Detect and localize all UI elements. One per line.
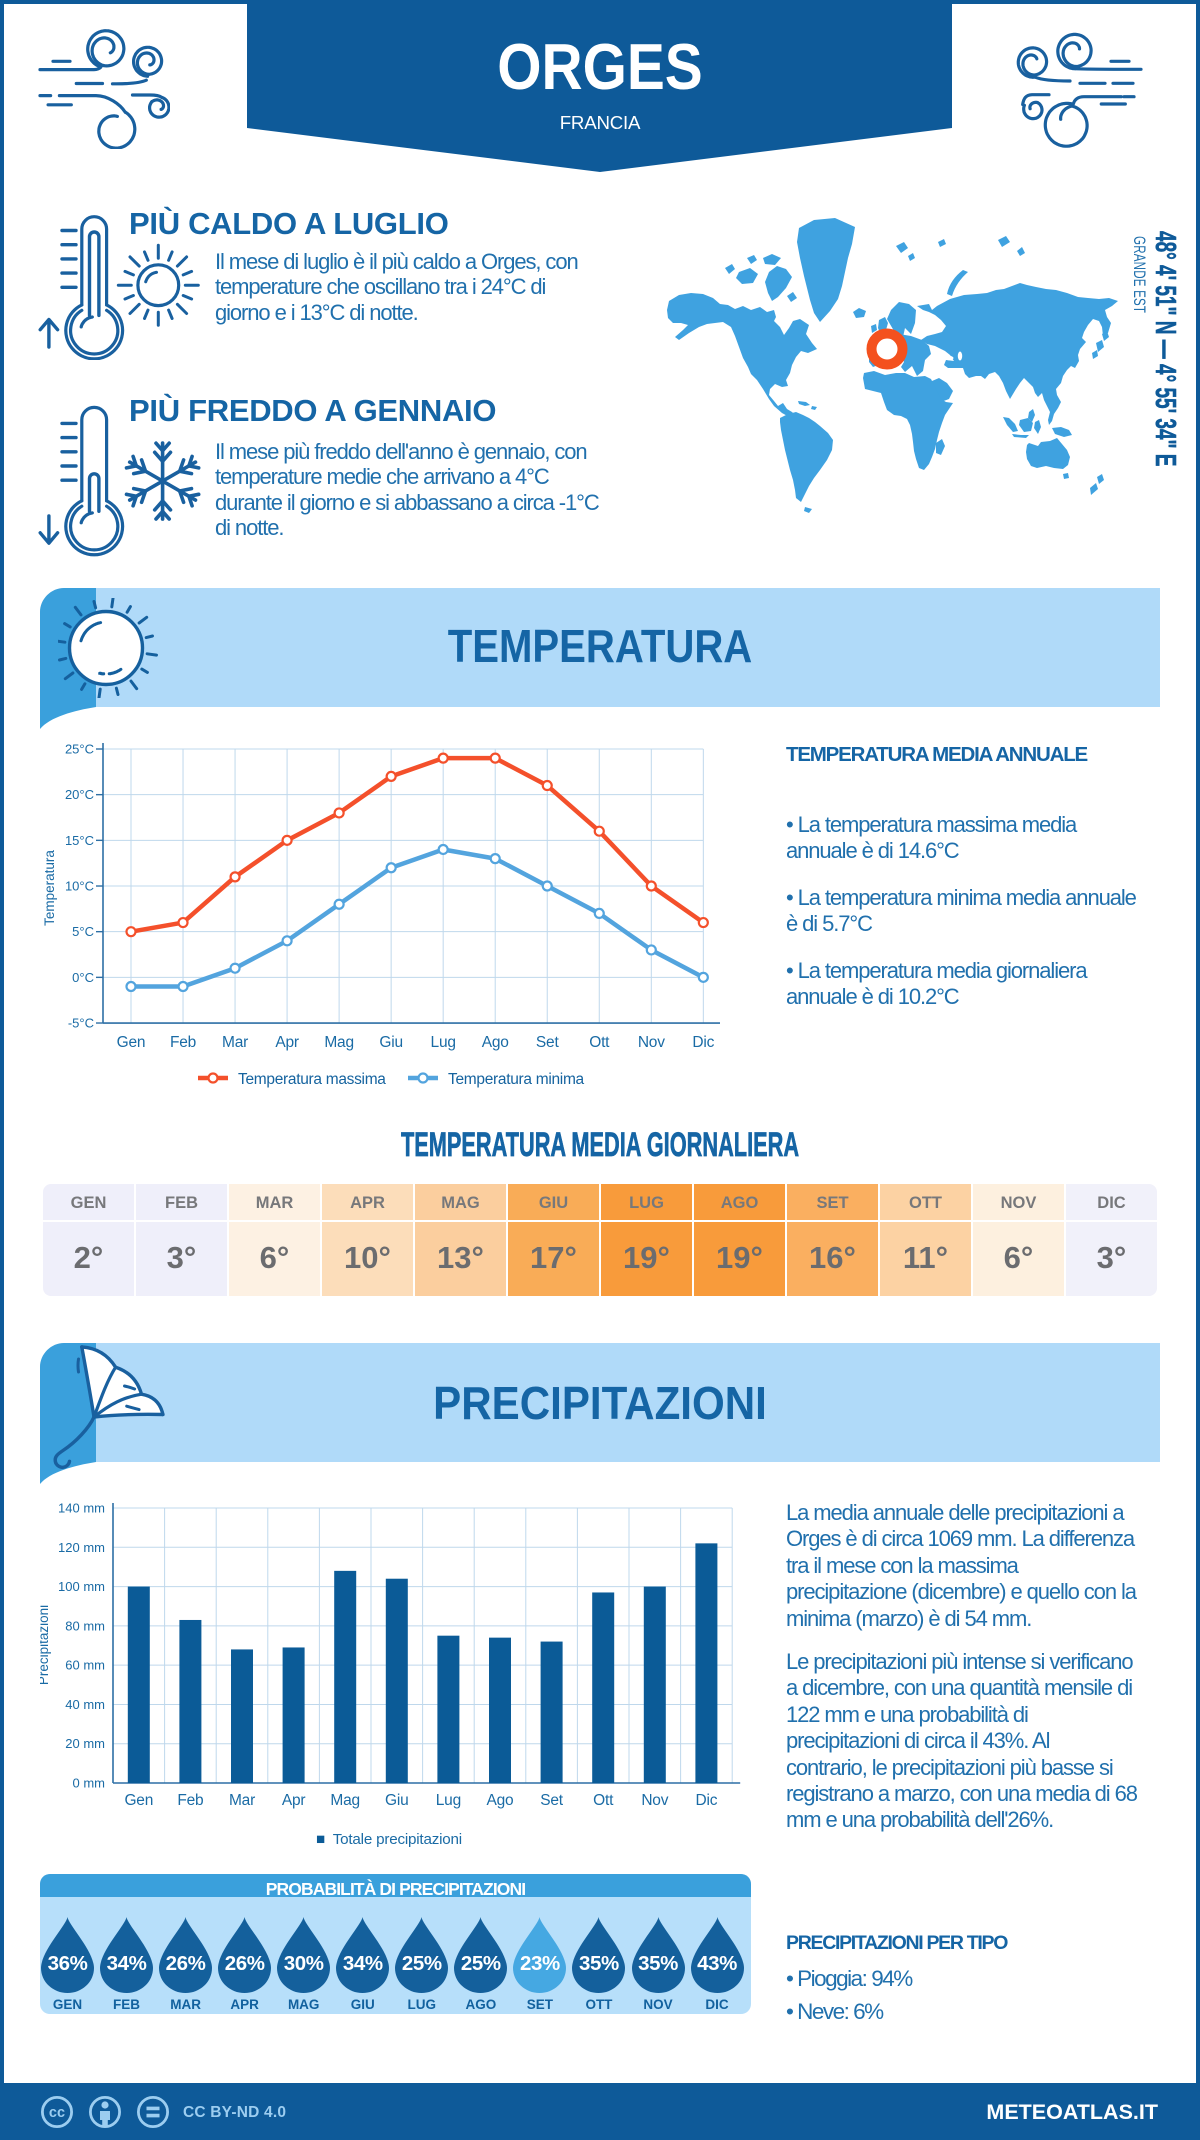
- svg-text:Lug: Lug: [436, 1792, 461, 1809]
- svg-text:Apr: Apr: [275, 1034, 299, 1051]
- svg-text:Gen: Gen: [117, 1034, 146, 1051]
- svg-text:Mag: Mag: [330, 1792, 360, 1809]
- svg-text:Set: Set: [540, 1792, 564, 1809]
- svg-text:100 mm: 100 mm: [58, 1579, 105, 1594]
- svg-text:20 mm: 20 mm: [65, 1736, 105, 1751]
- svg-text:Temperatura massima: Temperatura massima: [238, 1071, 386, 1088]
- svg-text:Dic: Dic: [692, 1034, 714, 1051]
- svg-text:40 mm: 40 mm: [65, 1697, 105, 1712]
- svg-text:cc: cc: [49, 2105, 65, 2121]
- svg-text:Mag: Mag: [324, 1034, 354, 1051]
- svg-text:Precipitazioni: Precipitazioni: [40, 1605, 51, 1685]
- svg-text:Ago: Ago: [487, 1792, 514, 1809]
- svg-text:0°C: 0°C: [72, 970, 94, 985]
- svg-text:-5°C: -5°C: [68, 1016, 94, 1031]
- svg-text:Ago: Ago: [482, 1034, 509, 1051]
- svg-text:Feb: Feb: [170, 1034, 196, 1051]
- svg-text:Nov: Nov: [641, 1792, 668, 1809]
- svg-text:120 mm: 120 mm: [58, 1540, 105, 1555]
- svg-text:25°C: 25°C: [65, 742, 94, 757]
- svg-text:Gen: Gen: [124, 1792, 153, 1809]
- svg-text:60 mm: 60 mm: [65, 1658, 105, 1673]
- svg-text:Giu: Giu: [379, 1034, 403, 1051]
- svg-text:140 mm: 140 mm: [58, 1501, 105, 1516]
- svg-text:Dic: Dic: [696, 1792, 718, 1809]
- svg-text:Temperatura: Temperatura: [42, 850, 57, 926]
- svg-text:Temperatura minima: Temperatura minima: [448, 1071, 585, 1088]
- svg-text:Giu: Giu: [385, 1792, 409, 1809]
- svg-text:Mar: Mar: [229, 1792, 255, 1809]
- svg-text:Lug: Lug: [431, 1034, 456, 1051]
- svg-text:5°C: 5°C: [72, 924, 94, 939]
- svg-text:Set: Set: [536, 1034, 560, 1051]
- svg-text:Mar: Mar: [222, 1034, 248, 1051]
- svg-text:20°C: 20°C: [65, 787, 94, 802]
- svg-text:15°C: 15°C: [65, 833, 94, 848]
- svg-text:80 mm: 80 mm: [65, 1618, 105, 1633]
- svg-text:0 mm: 0 mm: [73, 1776, 106, 1791]
- svg-text:Apr: Apr: [282, 1792, 306, 1809]
- svg-text:10°C: 10°C: [65, 879, 94, 894]
- svg-text:Ott: Ott: [589, 1034, 610, 1051]
- svg-text:Ott: Ott: [593, 1792, 614, 1809]
- svg-text:Feb: Feb: [177, 1792, 203, 1809]
- svg-text:Nov: Nov: [638, 1034, 665, 1051]
